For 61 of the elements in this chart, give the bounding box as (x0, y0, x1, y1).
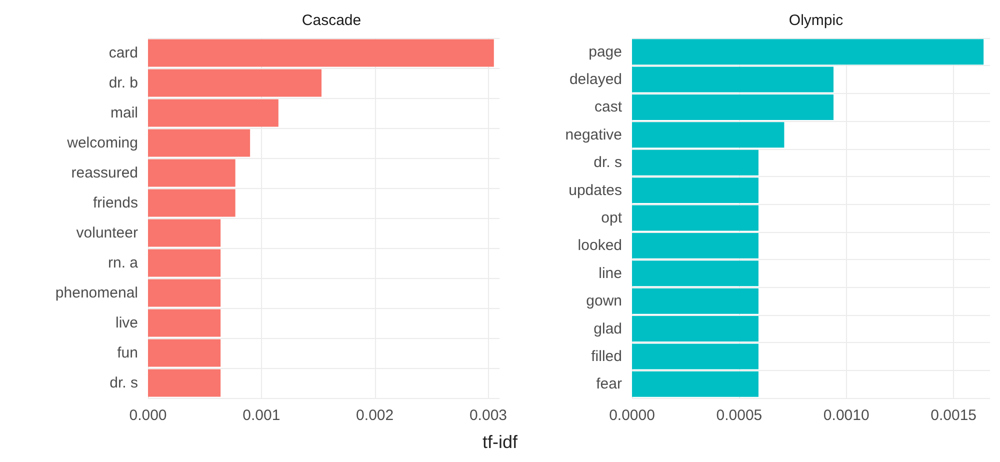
y-tick-label: filled (591, 348, 622, 365)
y-tick-label: mail (110, 104, 138, 122)
y-tick-label: dr. b (108, 74, 138, 92)
y-tick-label: reassured (71, 164, 138, 182)
y-tick-label: dr. s (110, 374, 138, 392)
y-tick-label: friends (92, 194, 138, 212)
x-tick-label: 0.0005 (716, 407, 762, 424)
y-tick-label: page (588, 43, 622, 60)
bar (148, 309, 221, 337)
y-tick-label: gown (586, 292, 622, 310)
bar (632, 122, 784, 148)
bar (632, 178, 758, 204)
bar (632, 371, 758, 397)
bar (148, 369, 221, 397)
y-tick-label: delayed (569, 71, 622, 88)
bar (148, 249, 221, 277)
x-axis-title: tf-idf (481, 432, 518, 453)
y-tick-label: live (115, 314, 138, 332)
x-tick-label: 0.002 (356, 407, 394, 424)
y-tick-label: looked (578, 237, 622, 254)
x-tick-label: 0.003 (469, 407, 508, 424)
bar (148, 279, 221, 307)
bar (632, 260, 758, 286)
y-tick-label: cast (594, 98, 623, 116)
bar (632, 344, 758, 370)
y-tick-label: negative (565, 126, 622, 144)
x-tick-label: 0.0000 (609, 407, 655, 424)
y-tick-label: updates (568, 182, 622, 199)
bar (632, 232, 758, 258)
bar (632, 39, 984, 65)
x-tick-label: 0.0010 (823, 407, 870, 424)
y-tick-label: welcoming (66, 134, 138, 152)
bar (632, 150, 758, 176)
y-tick-label: fun (117, 344, 138, 362)
x-tick-label: 0.001 (242, 407, 280, 424)
x-tick-label: 0.000 (129, 407, 167, 424)
bar (148, 99, 278, 127)
bar (632, 94, 834, 120)
bar (148, 219, 221, 247)
bar (148, 339, 221, 367)
bar (148, 159, 236, 187)
y-tick-label: glad (594, 320, 622, 338)
bar (148, 39, 494, 67)
y-tick-label: phenomenal (55, 284, 138, 302)
chart-title: Olympic (788, 12, 844, 29)
y-tick-label: rn. a (108, 254, 139, 272)
bar (632, 66, 834, 92)
bar (632, 316, 758, 342)
y-tick-label: dr. s (594, 154, 622, 172)
y-tick-label: fear (596, 376, 622, 393)
y-tick-label: card (108, 44, 138, 62)
y-tick-label: volunteer (76, 224, 138, 242)
bar (148, 69, 322, 97)
bar (632, 288, 758, 314)
chart-title: Cascade (302, 12, 362, 29)
bar (148, 189, 236, 217)
y-tick-label: opt (601, 210, 623, 226)
bar (148, 129, 250, 157)
bar (632, 205, 758, 231)
y-tick-label: line (598, 264, 622, 282)
x-tick-label: 0.0015 (930, 407, 976, 424)
